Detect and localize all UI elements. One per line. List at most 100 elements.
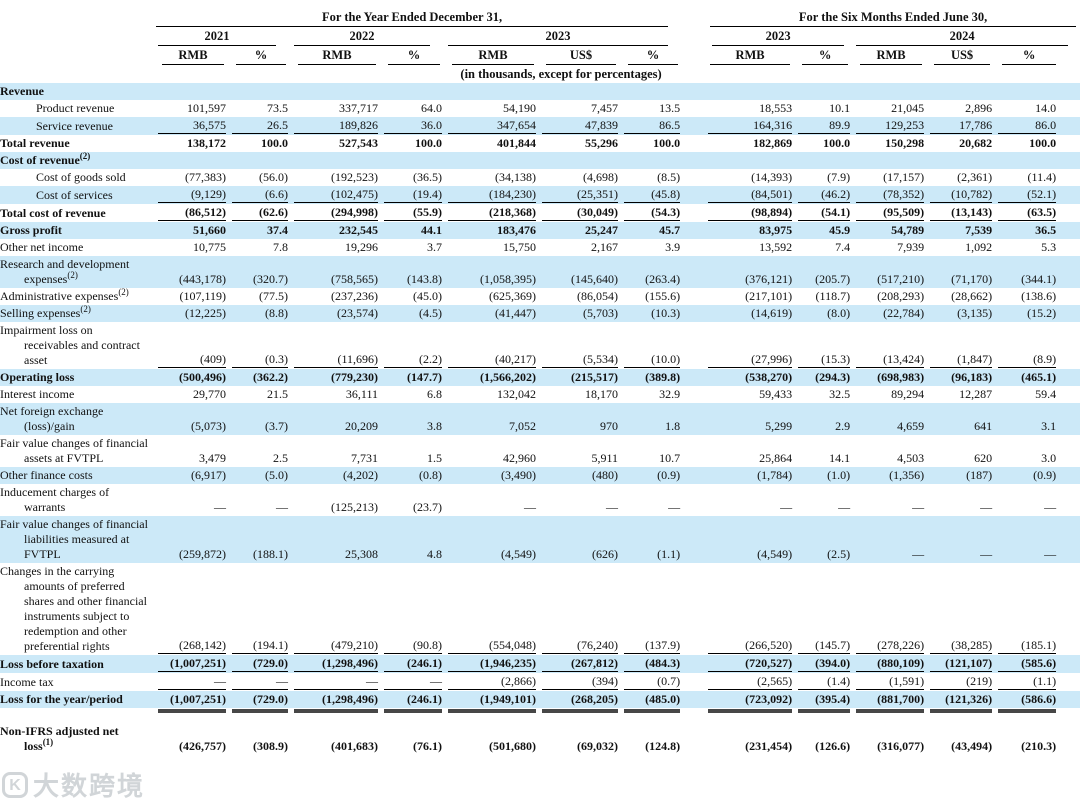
header-spacer [0, 0, 152, 27]
row-label-text: Loss for the year/period [0, 692, 123, 706]
value-text: — [980, 500, 993, 514]
value-cell: — [850, 516, 925, 563]
value-cell: (626) [536, 516, 618, 563]
value-cell: 17,786 [924, 117, 993, 135]
column-header-label: RMB [298, 48, 376, 65]
table-row: Other net income 10,775 7.8 19,296 3.7 15,750… [0, 239, 1080, 256]
value-text: 15,750 [503, 240, 536, 254]
value-cell: (426,757) [152, 715, 226, 755]
value-cell: (729.0) [226, 655, 288, 673]
value-text: 55,296 [585, 136, 618, 150]
value-cell: 32.5 [792, 386, 850, 403]
value-cell: (46.2) [792, 186, 851, 204]
value-text: (259,872) [179, 547, 226, 561]
value-cell: (185.1) [992, 563, 1080, 655]
value-cell: (4.5) [378, 305, 442, 322]
value-text: (409) [158, 352, 226, 368]
value-cell [536, 83, 618, 100]
value-cell: (218,368) [442, 204, 536, 222]
table-row: Cost of goods sold (77,383) (56.0) (192,523… [0, 169, 1080, 186]
value-cell: 641 [924, 403, 993, 435]
value-text: (8.5) [657, 170, 681, 184]
total-rule-cell [536, 708, 618, 715]
value-cell: (138.6) [992, 288, 1080, 305]
row-label: Revenue [0, 83, 152, 100]
row-label: Loss for the year/period [0, 691, 152, 708]
value-cell: 21,045 [850, 100, 924, 117]
total-rule [158, 709, 226, 713]
value-text: (268,142) [158, 638, 226, 654]
total-rule [542, 709, 618, 713]
value-text: (54.3) [624, 205, 681, 221]
value-text: 25,247 [585, 223, 618, 237]
value-cell: (1,298,496) [288, 691, 378, 708]
value-text: (389.8) [645, 370, 681, 384]
value-text: — [294, 674, 378, 690]
value-cell: (3.7) [226, 403, 288, 435]
value-text: (71,170) [951, 272, 993, 286]
row-label-text: Other finance costs [0, 468, 93, 482]
value-cell: (76,240) [536, 563, 618, 655]
value-cell: 55,296 [536, 135, 618, 152]
table-row: Total revenue 138,172 100.0 527,543 100.0 401… [0, 135, 1080, 152]
value-cell: (720,527) [680, 655, 793, 673]
value-text: 7.8 [273, 240, 288, 254]
value-text [384, 153, 442, 168]
value-text: (316,077) [877, 739, 925, 753]
value-cell: (188.1) [226, 516, 288, 563]
value-cell: 44.1 [378, 222, 442, 239]
value-text: 10,775 [193, 240, 226, 254]
value-text: 45.9 [829, 223, 851, 237]
value-text: (443,178) [179, 272, 226, 286]
value-cell: (98,894) [680, 204, 793, 222]
value-cell: (13,424) [850, 322, 925, 369]
value-text: 89,294 [891, 387, 925, 401]
row-label-text: Impairment loss on receivables and contr… [0, 323, 140, 367]
header-note-row: (in thousands, except for percentages) [0, 65, 1080, 83]
year-label: 2021 [158, 29, 276, 46]
value-cell: 5,299 [680, 403, 793, 435]
value-cell: (231,454) [680, 715, 792, 755]
value-text: (63.5) [998, 205, 1057, 221]
value-cell: (7.9) [792, 169, 850, 186]
value-text: (729.0) [232, 656, 288, 672]
value-cell: (187) [924, 467, 993, 484]
value-cell: (30,049) [536, 204, 618, 222]
row-label: Income tax [0, 673, 152, 691]
value-text: (344.1) [1021, 272, 1057, 286]
value-text [998, 153, 1056, 168]
value-text: (0.3) [232, 352, 288, 368]
value-cell: 13.5 [618, 100, 680, 117]
value-text: (138.6) [1021, 289, 1057, 303]
value-text: — [276, 500, 288, 514]
value-text: 32.5 [829, 387, 851, 401]
value-text: (2,565) [708, 674, 793, 690]
table-row: Service revenue 36,575 26.5 189,826 36.0 347,… [0, 117, 1080, 135]
value-text: 54,789 [891, 223, 925, 237]
value-text: (3,490) [501, 468, 536, 482]
value-text: (394.0) [798, 656, 851, 672]
value-cell: (121,107) [924, 655, 993, 673]
value-text: 4.8 [427, 547, 442, 561]
value-text: (84,501) [708, 187, 793, 203]
value-cell: (266,520) [680, 563, 793, 655]
value-text: (881,700) [877, 692, 925, 706]
table-row: Net foreign exchange (loss)/gain (5,073) (… [0, 403, 1080, 435]
column-header: % [226, 46, 288, 65]
value-cell: 100.0 [618, 135, 680, 152]
row-label: Total revenue [0, 135, 152, 152]
value-text: 183,476 [497, 223, 536, 237]
value-cell: 1,092 [924, 239, 992, 256]
table-row: Impairment loss on receivables and contr… [0, 322, 1080, 369]
value-cell: (25,351) [536, 186, 618, 204]
value-cell: (95,509) [850, 204, 925, 222]
income-statement-table: For the Year Ended December 31, For the S… [0, 0, 1080, 755]
value-text: (95,509) [856, 205, 925, 221]
value-cell: (344.1) [992, 256, 1080, 288]
value-cell: 100.0 [992, 135, 1080, 152]
value-text: (76,240) [542, 638, 618, 654]
value-text: 89.9 [798, 118, 851, 134]
value-text: (13,143) [930, 205, 993, 221]
value-cell: (36.5) [378, 169, 442, 186]
